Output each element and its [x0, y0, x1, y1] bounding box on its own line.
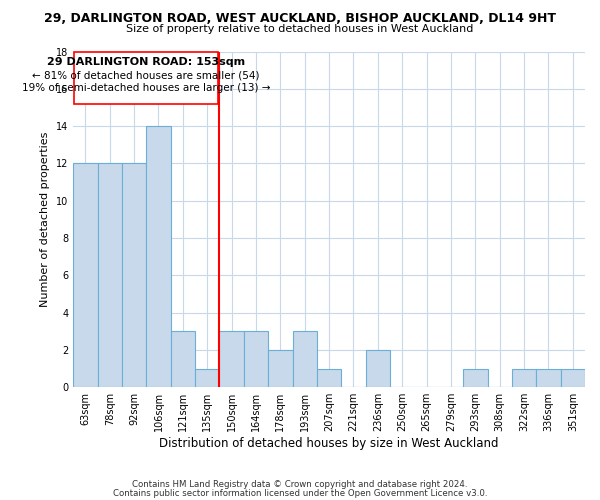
Bar: [146, 126, 170, 387]
Bar: [220, 332, 244, 387]
Text: 19% of semi-detached houses are larger (13) →: 19% of semi-detached houses are larger (…: [22, 83, 270, 93]
Text: Contains HM Land Registry data © Crown copyright and database right 2024.: Contains HM Land Registry data © Crown c…: [132, 480, 468, 489]
Bar: [98, 164, 122, 387]
Bar: [73, 164, 98, 387]
Bar: [560, 368, 585, 387]
Bar: [317, 368, 341, 387]
Y-axis label: Number of detached properties: Number of detached properties: [40, 132, 50, 307]
Bar: [170, 332, 195, 387]
Bar: [195, 368, 220, 387]
Bar: [244, 332, 268, 387]
Bar: [463, 368, 488, 387]
Bar: [74, 52, 218, 104]
Bar: [122, 164, 146, 387]
Bar: [268, 350, 293, 387]
Bar: [536, 368, 560, 387]
Bar: [293, 332, 317, 387]
Bar: [365, 350, 390, 387]
Bar: [512, 368, 536, 387]
Text: Size of property relative to detached houses in West Auckland: Size of property relative to detached ho…: [127, 24, 473, 34]
Text: Contains public sector information licensed under the Open Government Licence v3: Contains public sector information licen…: [113, 490, 487, 498]
Text: ← 81% of detached houses are smaller (54): ← 81% of detached houses are smaller (54…: [32, 70, 260, 80]
Text: 29 DARLINGTON ROAD: 153sqm: 29 DARLINGTON ROAD: 153sqm: [47, 57, 245, 67]
X-axis label: Distribution of detached houses by size in West Auckland: Distribution of detached houses by size …: [160, 437, 499, 450]
Text: 29, DARLINGTON ROAD, WEST AUCKLAND, BISHOP AUCKLAND, DL14 9HT: 29, DARLINGTON ROAD, WEST AUCKLAND, BISH…: [44, 12, 556, 26]
